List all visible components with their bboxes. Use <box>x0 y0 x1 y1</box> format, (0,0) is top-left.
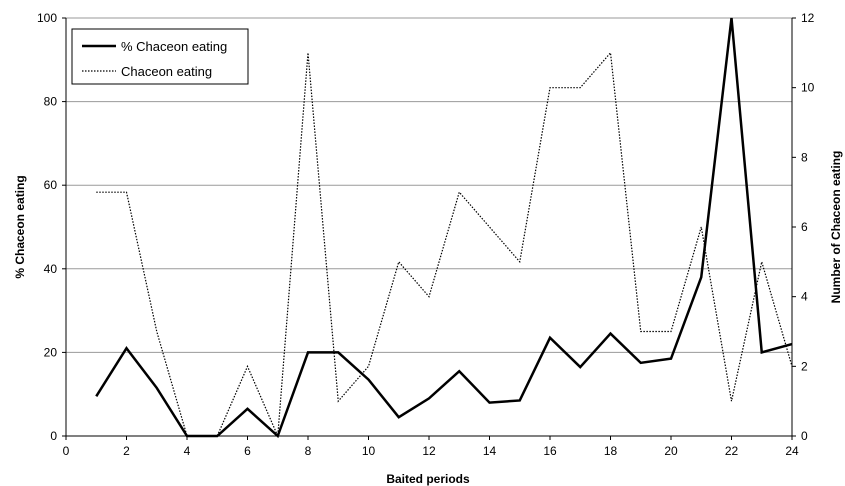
legend-label-count: Chaceon eating <box>121 64 212 79</box>
series-line-count <box>96 51 793 437</box>
y2-tick-label: 6 <box>801 220 808 234</box>
x-tick-label: 2 <box>123 444 130 458</box>
legend-label-percent: % Chaceon eating <box>121 39 227 54</box>
x-tick-label: 14 <box>483 444 497 458</box>
x-tick-label: 4 <box>184 444 191 458</box>
y-tick-label: 60 <box>44 178 58 192</box>
legend-box <box>71 28 249 85</box>
x-tick-labels: 0 2 4 6 8 10 12 14 16 18 20 22 24 <box>63 436 799 458</box>
y2-axis-title: Number of Chaceon eating <box>829 151 843 304</box>
y2-tick-label: 12 <box>801 11 815 25</box>
y2-tick-labels: 0 2 4 6 8 10 12 <box>792 11 815 443</box>
x-tick-label: 10 <box>362 444 376 458</box>
series-line-percent <box>95 17 793 439</box>
x-tick-label: 16 <box>543 444 557 458</box>
series-lines <box>95 17 793 439</box>
y2-tick-label: 8 <box>801 150 808 164</box>
y2-tick-label: 0 <box>801 429 808 443</box>
y2-tick-label: 10 <box>801 81 815 95</box>
x-tick-label: 6 <box>244 444 251 458</box>
x-tick-label: 22 <box>725 444 739 458</box>
y-tick-labels: 0 20 40 60 80 100 <box>37 11 66 443</box>
x-tick-label: 20 <box>664 444 678 458</box>
y-axis-title: % Chaceon eating <box>13 175 27 278</box>
legend: % Chaceon eating Chaceon eating <box>71 28 249 85</box>
x-tick-label: 24 <box>785 444 799 458</box>
x-tick-label: 0 <box>63 444 70 458</box>
x-tick-label: 8 <box>305 444 312 458</box>
y-tick-label: 0 <box>50 429 57 443</box>
y-tick-label: 100 <box>37 11 57 25</box>
gridlines <box>66 17 792 353</box>
y-tick-label: 20 <box>44 345 58 359</box>
y2-tick-label: 2 <box>801 359 808 373</box>
x-tick-label: 12 <box>422 444 436 458</box>
y2-tick-label: 4 <box>801 290 808 304</box>
y-tick-label: 40 <box>44 262 58 276</box>
x-axis-title: Baited periods <box>386 472 470 486</box>
y-tick-label: 80 <box>44 95 58 109</box>
x-tick-label: 18 <box>604 444 618 458</box>
